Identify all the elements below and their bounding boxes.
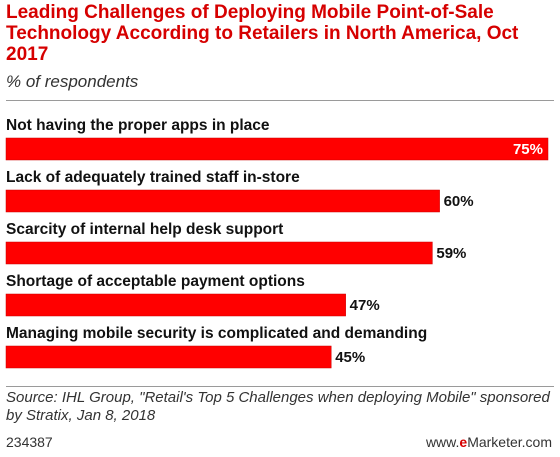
source-note: Source: IHL Group, "Retail's Top 5 Chall… <box>6 389 550 424</box>
value-label: 75% <box>513 141 543 158</box>
brand-suffix: Marketer.com <box>467 434 552 450</box>
bottom-divider <box>6 386 554 387</box>
value-label: 47% <box>350 297 380 314</box>
top-divider <box>6 100 554 101</box>
value-label: 59% <box>436 245 466 262</box>
chart-id: 234387 <box>6 434 53 450</box>
brand-link[interactable]: www.eMarketer.com <box>426 434 552 450</box>
bar <box>5 189 440 213</box>
bar-chart: Not having the proper apps in place 75% La… <box>5 117 549 369</box>
brand-e: e <box>459 434 468 450</box>
bar <box>5 345 332 369</box>
chart-title: Leading Challenges of Deploying Mobile P… <box>6 2 519 65</box>
bar <box>5 241 433 265</box>
brand-prefix: www. <box>425 434 460 450</box>
category-label: Not having the proper apps in place <box>6 117 270 134</box>
bar <box>5 137 549 161</box>
category-label: Shortage of acceptable payment options <box>6 273 305 290</box>
value-label: 60% <box>444 193 474 210</box>
bar <box>5 293 346 317</box>
category-label: Managing mobile security is complicated … <box>6 325 427 342</box>
value-label: 45% <box>335 349 365 366</box>
chart-subtitle: % of respondents <box>6 72 139 91</box>
category-label: Lack of adequately trained staff in-stor… <box>6 169 300 186</box>
category-label: Scarcity of internal help desk support <box>6 221 283 238</box>
